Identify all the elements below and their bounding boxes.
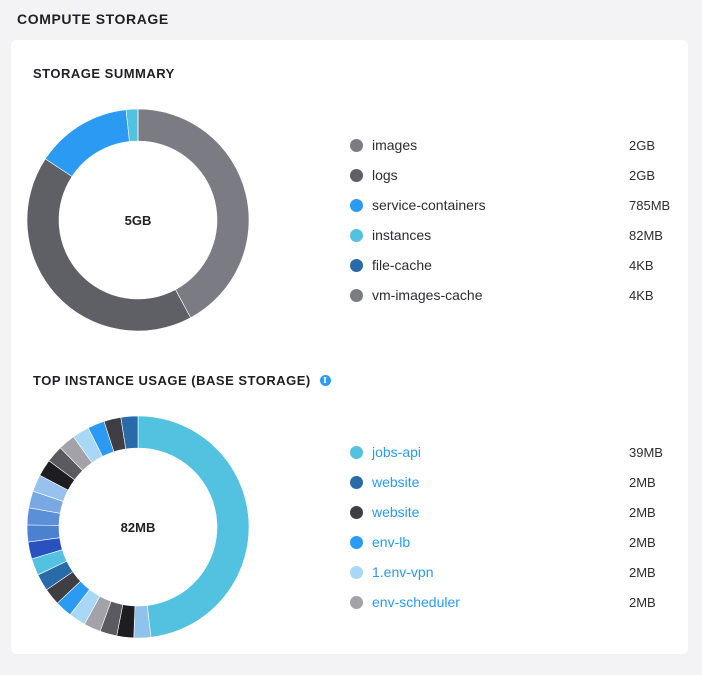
storage-summary-section: STORAGE SUMMARY — [33, 66, 175, 81]
instance-usage-title: TOP INSTANCE USAGE (BASE STORAGE) — [33, 373, 311, 388]
instance-link[interactable]: website — [372, 504, 420, 520]
instance-link[interactable]: 1.env-vpn — [372, 564, 434, 580]
legend-swatch — [350, 258, 363, 272]
storage-card: STORAGE SUMMARY 5GB images 2GB logs 2GB serv… — [11, 40, 688, 654]
legend-value: 785MB — [629, 197, 671, 213]
legend-swatch — [350, 445, 363, 459]
summary-legend-item: vm-images-cache 4KB — [350, 280, 670, 310]
summary-legend-item: logs 2GB — [350, 160, 670, 190]
legend-swatch — [350, 228, 363, 242]
legend-value: 2MB — [629, 564, 656, 580]
instance-segment-0[interactable] — [137, 415, 250, 638]
legend-value: 82MB — [629, 227, 663, 243]
instance-usage-donut: 82MB — [25, 414, 251, 640]
summary-legend-item: instances 82MB — [350, 220, 670, 250]
instance-link[interactable]: website — [372, 474, 420, 490]
legend-label: file-cache — [372, 257, 432, 273]
instance-legend-item[interactable]: jobs-api 39MB — [350, 437, 670, 467]
instance-legend-item[interactable]: website 2MB — [350, 467, 670, 497]
summary-segment-1[interactable] — [26, 158, 192, 332]
instance-legend-item[interactable]: 1.env-vpn 2MB — [350, 557, 670, 587]
summary-legend-item: service-containers 785MB — [350, 190, 670, 220]
summary-legend-item: images 2GB — [350, 130, 670, 160]
summary-segment-2[interactable] — [44, 109, 130, 177]
instance-legend-item[interactable]: env-lb 2MB — [350, 527, 670, 557]
legend-value: 4KB — [629, 287, 654, 303]
legend-swatch — [350, 168, 363, 182]
legend-swatch — [350, 475, 363, 489]
legend-value: 2MB — [629, 474, 656, 490]
storage-summary-legend: images 2GB logs 2GB service-containers 785MB i… — [350, 130, 670, 310]
legend-label: images — [372, 137, 418, 153]
legend-swatch — [350, 288, 363, 302]
legend-value: 2GB — [629, 167, 656, 183]
legend-label: vm-images-cache — [372, 287, 483, 303]
legend-swatch — [350, 595, 363, 609]
instance-segment-21[interactable] — [120, 415, 139, 450]
summary-segment-0[interactable] — [137, 108, 250, 319]
summary-legend-item: file-cache 4KB — [350, 250, 670, 280]
info-icon[interactable]: i — [319, 375, 331, 386]
instance-link[interactable]: jobs-api — [372, 444, 422, 460]
legend-swatch — [350, 535, 363, 549]
legend-label: instances — [372, 227, 432, 243]
instance-legend-item[interactable]: env-scheduler 2MB — [350, 587, 670, 617]
legend-value: 39MB — [629, 444, 663, 460]
storage-summary-donut-svg — [26, 108, 250, 332]
legend-swatch — [350, 565, 363, 579]
legend-label: service-containers — [372, 197, 486, 213]
instance-link[interactable]: env-scheduler — [372, 594, 460, 610]
instance-usage-legend: jobs-api 39MB website 2MB website 2MB env-lb 2M… — [350, 437, 670, 617]
legend-value: 2GB — [629, 137, 656, 153]
legend-swatch — [350, 198, 363, 212]
storage-summary-title: STORAGE SUMMARY — [33, 66, 175, 81]
instance-link[interactable]: env-lb — [372, 534, 411, 550]
legend-value: 2MB — [629, 504, 656, 520]
legend-swatch — [350, 505, 363, 519]
legend-swatch — [350, 138, 363, 152]
instance-usage-donut-svg — [26, 415, 250, 639]
page-title: COMPUTE STORAGE — [17, 11, 169, 27]
instance-usage-section: TOP INSTANCE USAGE (BASE STORAGE) i — [33, 373, 331, 388]
legend-label: logs — [372, 167, 398, 183]
storage-summary-donut: 5GB — [25, 107, 251, 333]
legend-value: 2MB — [629, 594, 656, 610]
instance-legend-item[interactable]: website 2MB — [350, 497, 670, 527]
legend-value: 4KB — [629, 257, 654, 273]
legend-value: 2MB — [629, 534, 656, 550]
